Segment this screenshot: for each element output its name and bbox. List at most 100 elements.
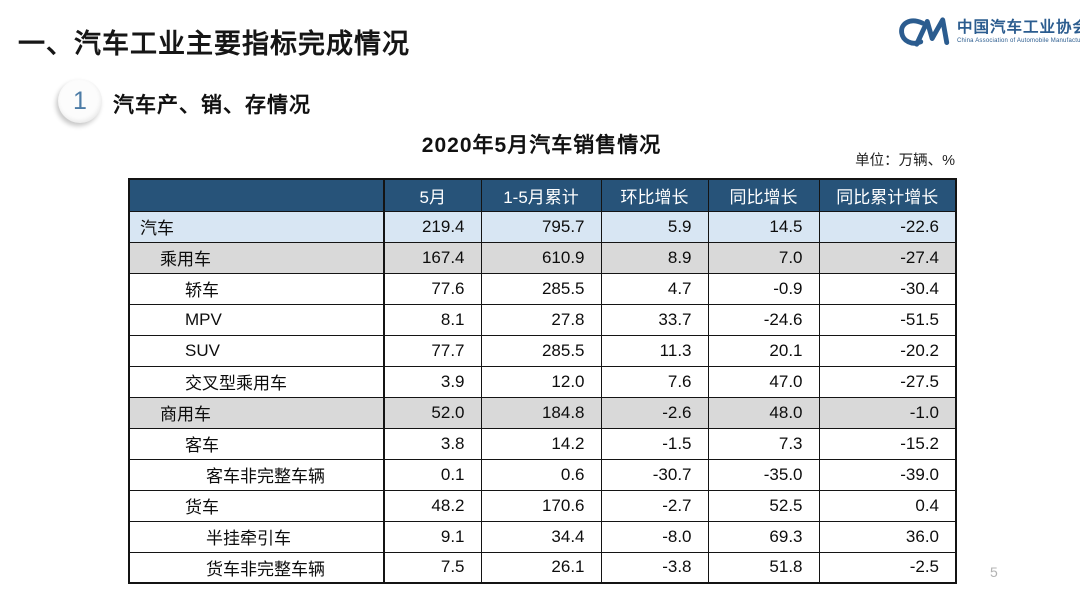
- cell-value: 285.5: [480, 334, 602, 367]
- table-row: 乘用车 167.4 610.9 8.9 7.0 -27.4: [128, 241, 957, 274]
- cell-value: 33.7: [600, 303, 709, 336]
- cell-value: -3.8: [600, 551, 709, 584]
- cell-value: -8.0: [600, 520, 709, 553]
- cell-value: -27.4: [818, 241, 957, 274]
- cell-value: 14.5: [707, 210, 820, 243]
- cell-value: -1.0: [818, 396, 957, 429]
- cell-value: 4.7: [600, 272, 709, 305]
- cell-value: -24.6: [707, 303, 820, 336]
- table-row: 轿车 77.6 285.5 4.7 -0.9 -30.4: [128, 272, 957, 305]
- cell-value: 3.8: [383, 427, 482, 460]
- section-number-badge: 1: [58, 79, 102, 123]
- logo-name-cn: 中国汽车工业协会: [957, 19, 1080, 37]
- cell-value: 0.1: [383, 458, 482, 491]
- logo-cm-icon: [899, 17, 950, 47]
- cell-value: -1.5: [600, 427, 709, 460]
- cell-value: 285.5: [480, 272, 602, 305]
- cell-value: 0.4: [818, 489, 957, 522]
- cell-value: 36.0: [818, 520, 957, 553]
- cell-value: 20.1: [707, 334, 820, 367]
- page-number: 5: [990, 564, 998, 580]
- cell-value: -35.0: [707, 458, 820, 491]
- cell-value: 7.3: [707, 427, 820, 460]
- section-label: 汽车产、销、存情况: [113, 94, 311, 117]
- cell-value: 8.1: [383, 303, 482, 336]
- cell-value: 795.7: [480, 210, 602, 243]
- cell-value: -2.7: [600, 489, 709, 522]
- table-row: 客车 3.8 14.2 -1.5 7.3 -15.2: [128, 427, 957, 460]
- logo-name-en: China Association of Automobile Manufact…: [957, 38, 1080, 45]
- cell-value: -20.2: [818, 334, 957, 367]
- table-row: 货车非完整车辆 7.5 26.1 -3.8 51.8 -2.5: [128, 551, 957, 584]
- section-number: 1: [73, 86, 87, 115]
- cell-value: -2.6: [600, 396, 709, 429]
- row-label: 客车: [128, 427, 385, 460]
- column-header: 环比增长: [600, 178, 709, 212]
- cell-value: 170.6: [480, 489, 602, 522]
- cell-value: 48.0: [707, 396, 820, 429]
- cell-value: 14.2: [480, 427, 602, 460]
- cell-value: 69.3: [707, 520, 820, 553]
- cell-value: 11.3: [600, 334, 709, 367]
- cell-value: 610.9: [480, 241, 602, 274]
- column-header: 同比累计增长: [818, 178, 957, 212]
- cell-value: 184.8: [480, 396, 602, 429]
- logo-text: 中国汽车工业协会 China Association of Automobile…: [957, 19, 1080, 45]
- column-header: 1-5月累计: [480, 178, 602, 212]
- cell-value: 34.4: [480, 520, 602, 553]
- cell-value: 52.0: [383, 396, 482, 429]
- row-label: 货车非完整车辆: [128, 551, 385, 584]
- cell-value: -30.4: [818, 272, 957, 305]
- table-row: 货车 48.2 170.6 -2.7 52.5 0.4: [128, 489, 957, 522]
- cell-value: 48.2: [383, 489, 482, 522]
- cell-value: 26.1: [480, 551, 602, 584]
- table-row: 客车非完整车辆 0.1 0.6 -30.7 -35.0 -39.0: [128, 458, 957, 491]
- cell-value: -22.6: [818, 210, 957, 243]
- sales-table-body: 汽车 219.4 795.7 5.9 14.5 -22.6 乘用车 167.4 610.9 8.9…: [128, 210, 957, 584]
- cell-value: 77.7: [383, 334, 482, 367]
- row-label: 货车: [128, 489, 385, 522]
- row-label: 半挂牵引车: [128, 520, 385, 553]
- org-logo: 中国汽车工业协会 China Association of Automobile…: [898, 14, 1080, 50]
- cell-value: 51.8: [707, 551, 820, 584]
- cell-value: -2.5: [818, 551, 957, 584]
- cell-value: 27.8: [480, 303, 602, 336]
- cell-value: 77.6: [383, 272, 482, 305]
- row-label: MPV: [128, 303, 385, 336]
- page-title: 一、汽车工业主要指标完成情况: [18, 29, 410, 59]
- table-header-row: 5月 1-5月累计 环比增长 同比增长 同比累计增长: [128, 178, 957, 212]
- cell-value: 7.6: [600, 365, 709, 398]
- cell-value: 5.9: [600, 210, 709, 243]
- cell-value: 7.5: [383, 551, 482, 584]
- column-header: 同比增长: [707, 178, 820, 212]
- table-row: 交叉型乘用车 3.9 12.0 7.6 47.0 -27.5: [128, 365, 957, 398]
- cell-value: 9.1: [383, 520, 482, 553]
- cell-value: -51.5: [818, 303, 957, 336]
- cell-value: -15.2: [818, 427, 957, 460]
- row-label: 轿车: [128, 272, 385, 305]
- cell-value: 167.4: [383, 241, 482, 274]
- row-label: 乘用车: [128, 241, 385, 274]
- cell-value: -39.0: [818, 458, 957, 491]
- column-header: 5月: [383, 178, 482, 212]
- table-row: 商用车 52.0 184.8 -2.6 48.0 -1.0: [128, 396, 957, 429]
- row-label: 客车非完整车辆: [128, 458, 385, 491]
- cell-value: 7.0: [707, 241, 820, 274]
- row-label: 汽车: [128, 210, 385, 243]
- table-row: 半挂牵引车 9.1 34.4 -8.0 69.3 36.0: [128, 520, 957, 553]
- cell-value: 12.0: [480, 365, 602, 398]
- cell-value: -0.9: [707, 272, 820, 305]
- table-title: 2020年5月汽车销售情况: [421, 134, 662, 157]
- cell-value: 52.5: [707, 489, 820, 522]
- unit-note: 单位：万辆、%: [855, 153, 955, 169]
- table-row: MPV 8.1 27.8 33.7 -24.6 -51.5: [128, 303, 957, 336]
- column-header-category: [128, 178, 385, 212]
- sales-table: 5月 1-5月累计 环比增长 同比增长 同比累计增长 汽车 219.4 795.7 5.9 14…: [128, 178, 957, 584]
- table-row: 汽车 219.4 795.7 5.9 14.5 -22.6: [128, 210, 957, 243]
- row-label: 交叉型乘用车: [128, 365, 385, 398]
- cell-value: 219.4: [383, 210, 482, 243]
- cell-value: 3.9: [383, 365, 482, 398]
- cell-value: -27.5: [818, 365, 957, 398]
- cell-value: 0.6: [480, 458, 602, 491]
